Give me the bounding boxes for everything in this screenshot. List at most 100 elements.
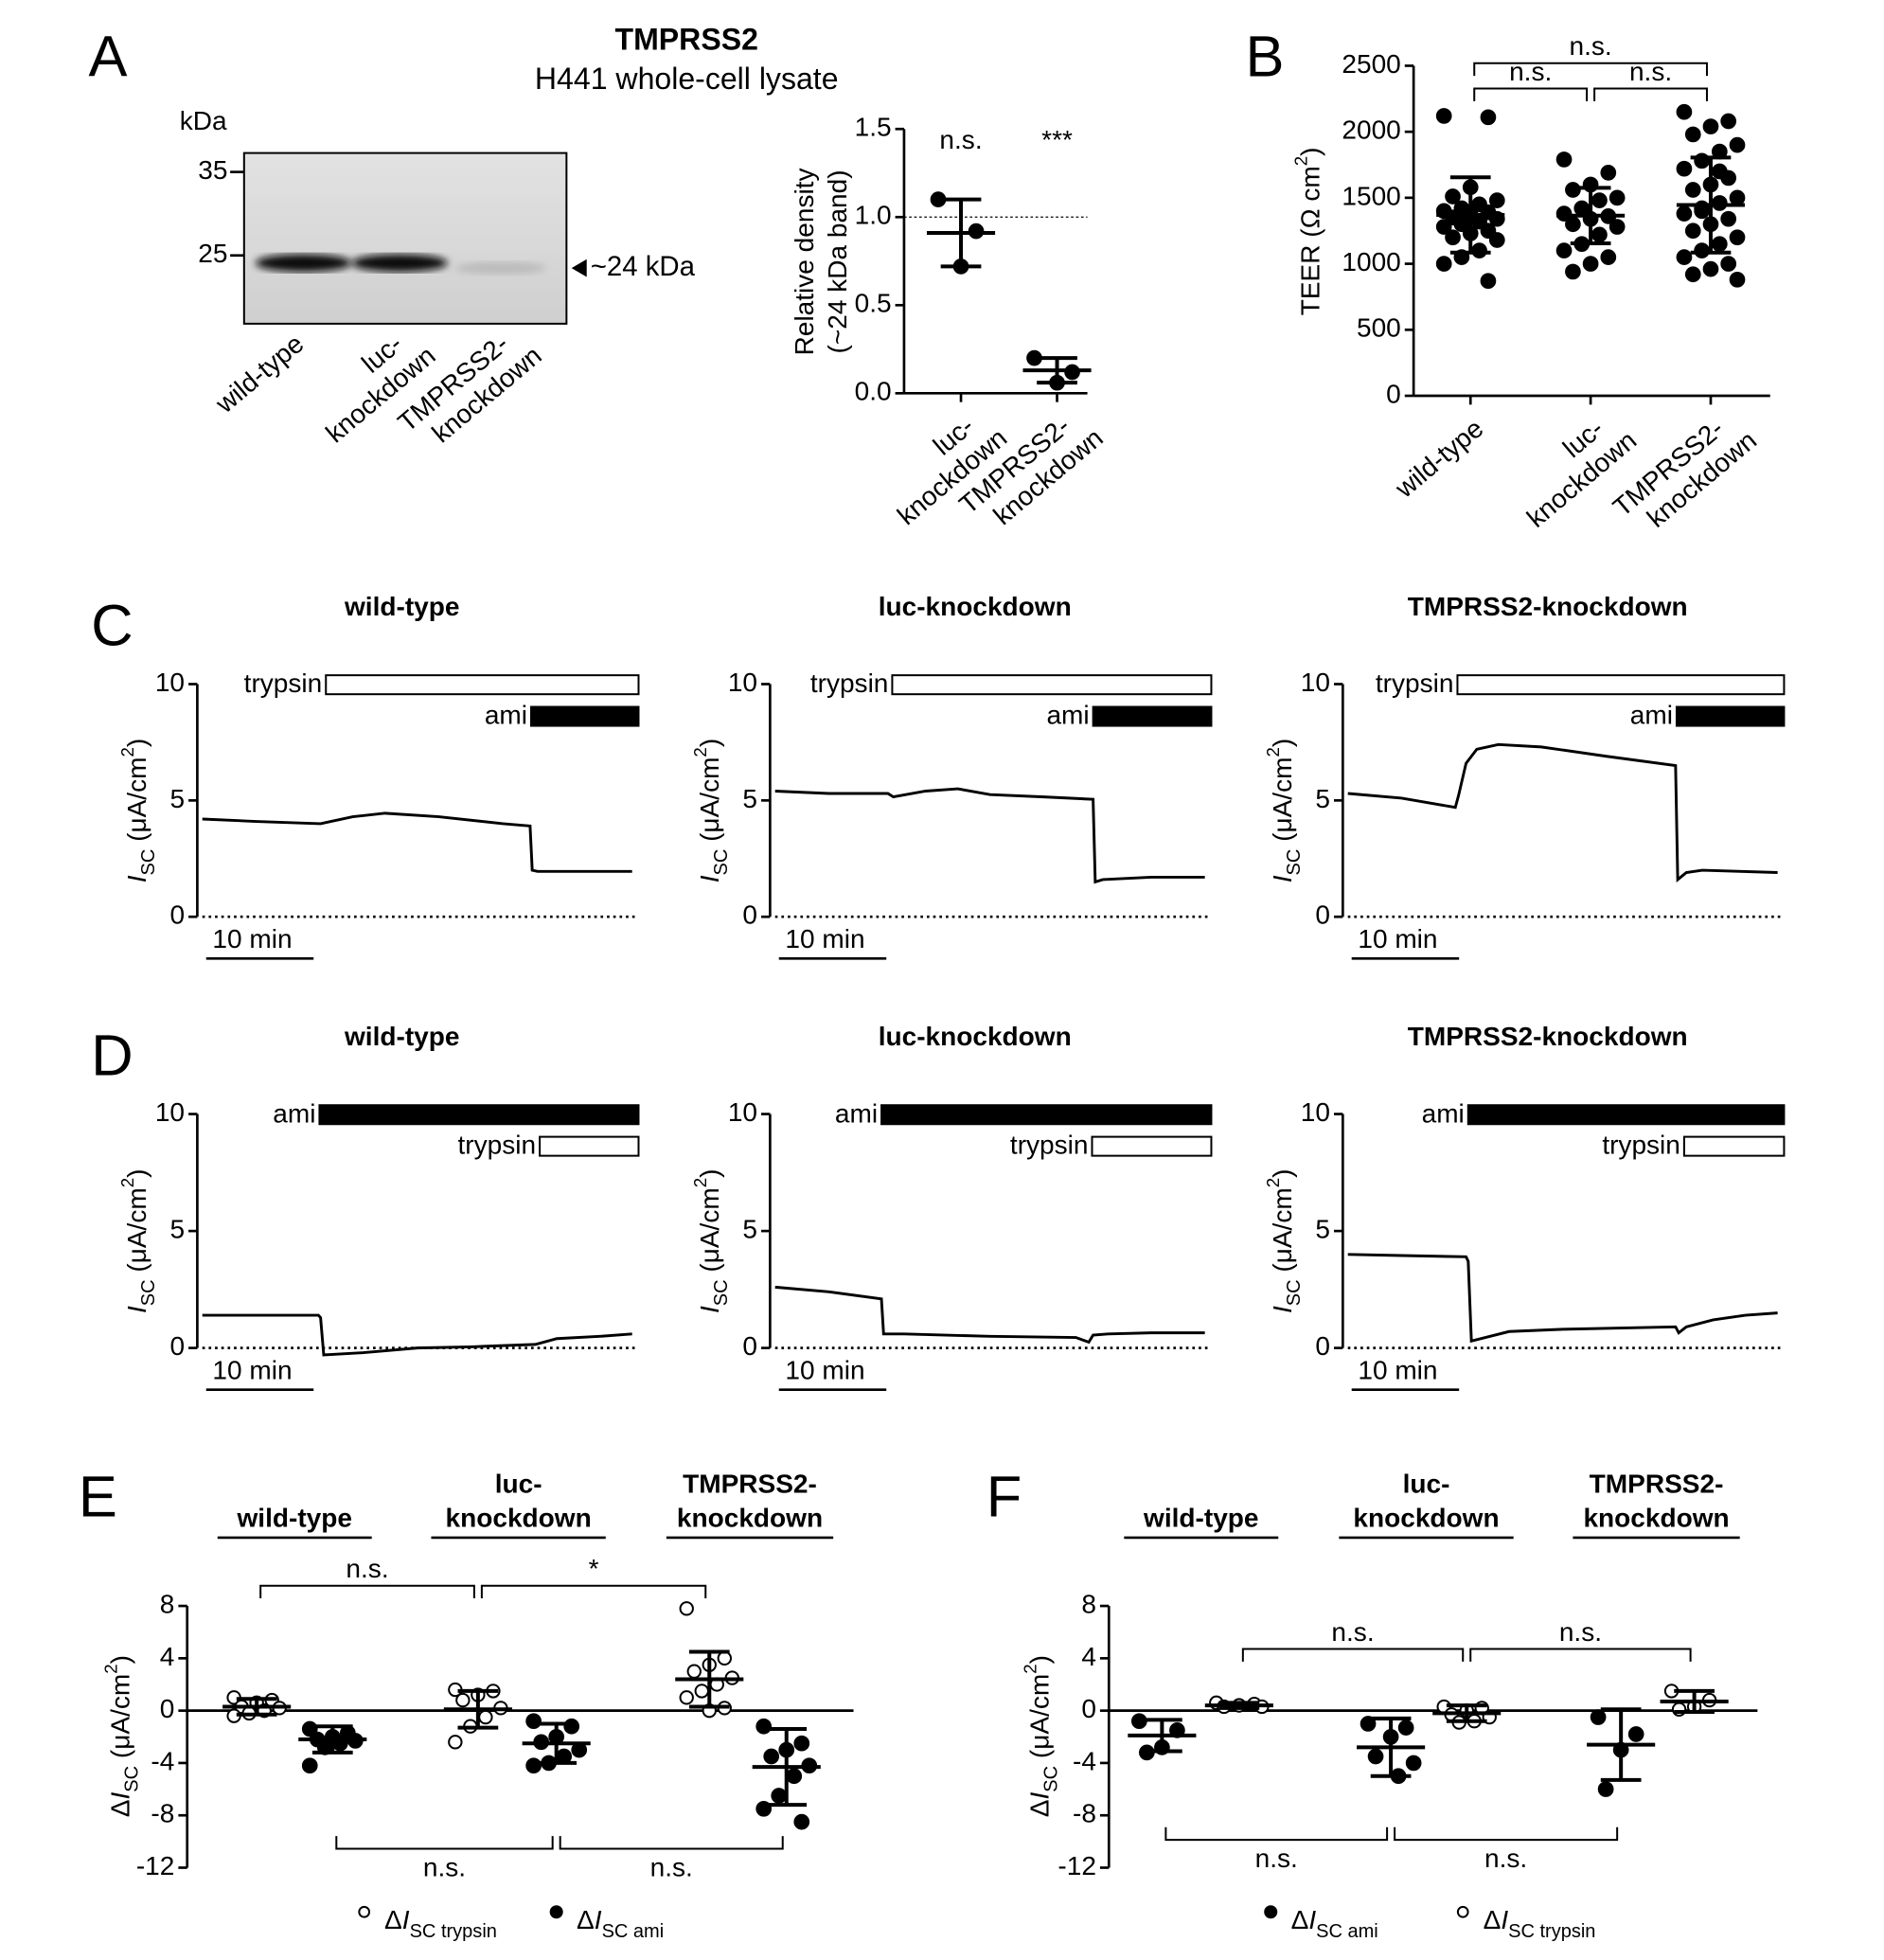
data-point: [1711, 163, 1728, 180]
treatment-label: trypsin: [458, 1131, 537, 1160]
treatment-label: trypsin: [810, 668, 889, 698]
y-tick-label: 0.0: [855, 377, 892, 406]
blot-band: [454, 261, 546, 275]
y-tick-label: 2000: [1342, 116, 1400, 145]
data-point: [755, 1718, 773, 1735]
group-title: wild-type: [1143, 1504, 1258, 1533]
significance-bracket: [1469, 1648, 1692, 1662]
text-part: I: [1308, 1905, 1316, 1934]
legend-label: ΔISC trypsin: [384, 1905, 497, 1942]
chart-title: luc-knockdown: [879, 1022, 1072, 1051]
y-axis-label: ISC (μA/cm2): [690, 739, 732, 882]
scale-bar-label: 10 min: [1358, 924, 1437, 953]
trace: [774, 1285, 1205, 1345]
data-point: [1488, 232, 1505, 248]
y-tick-label: 8: [160, 1589, 175, 1618]
data-point: [1435, 108, 1452, 124]
text-part: (μA/cm: [1025, 1674, 1055, 1766]
bracket-label: n.s.: [423, 1852, 466, 1881]
data-point: [1591, 226, 1608, 243]
text-part: I: [695, 1306, 724, 1313]
data-point: [1720, 256, 1737, 272]
treatment-bar: [1091, 1135, 1213, 1157]
text-part: (μA/cm: [122, 757, 151, 849]
text-part: I: [1025, 1791, 1055, 1799]
marker-label: 35: [198, 155, 227, 185]
text-part: ): [1268, 739, 1297, 747]
lane-label: wild-type: [209, 329, 309, 419]
error-bar: [1142, 1718, 1182, 1754]
data-point: [1720, 113, 1737, 130]
error-bar: [1674, 1688, 1715, 1715]
error-bar: [1446, 1703, 1487, 1723]
text-part: TEER (Ω cm: [1296, 166, 1325, 315]
y-axis-label: ISC (μA/cm2): [1263, 739, 1305, 882]
text-part: I: [122, 1306, 151, 1313]
y-tick-label: 4: [160, 1642, 175, 1671]
chart-title: wild-type: [344, 1022, 459, 1051]
group-title: knockdown: [1353, 1504, 1499, 1533]
text-part: (μA/cm: [1268, 1187, 1297, 1279]
bracket-label: n.s.: [1509, 57, 1552, 86]
bracket-label: *: [589, 1554, 599, 1583]
data-point: [793, 1735, 810, 1752]
y-tick-label: 0: [1315, 1331, 1330, 1361]
text-part: 2: [690, 1178, 710, 1187]
text-part: I: [1268, 875, 1297, 882]
text-part: (μA/cm: [695, 757, 724, 849]
data-point: [1555, 151, 1573, 168]
significance-bracket: [1164, 1826, 1389, 1842]
y-tick-label: 10: [1301, 1097, 1330, 1127]
bracket-label: n.s.: [1629, 57, 1672, 86]
data-point: [694, 1684, 709, 1699]
data-point: [1397, 1719, 1414, 1736]
y-tick-label: 5: [742, 1214, 757, 1243]
panel-label: E: [79, 1464, 117, 1529]
treatment-bar: [1466, 1104, 1786, 1126]
data-point: [1435, 256, 1452, 272]
data-point: [1729, 229, 1746, 246]
data-point: [1684, 266, 1701, 283]
bracket-label: n.s.: [1255, 1844, 1298, 1873]
data-point: [301, 1757, 318, 1774]
data-point: [1597, 1781, 1614, 1797]
legend-label: ΔISC trypsin: [1484, 1905, 1596, 1942]
y-tick-label: 5: [169, 784, 185, 813]
marker-label: 25: [198, 239, 227, 268]
text-part: I: [122, 875, 151, 882]
significance: n.s.: [939, 125, 982, 154]
y-axis-label: ISC (μA/cm2): [117, 1169, 159, 1313]
panel-label: F: [986, 1464, 1022, 1529]
treatment-bar: [529, 705, 640, 727]
y-tick-label: -4: [151, 1746, 174, 1775]
error-bar: [688, 1649, 730, 1709]
group-title: luc-: [1403, 1470, 1450, 1499]
legend-label: ΔISC ami: [1291, 1905, 1378, 1942]
trace: [1347, 1253, 1778, 1344]
text-part: 2: [1291, 156, 1311, 166]
significance-bracket: [1473, 87, 1589, 101]
data-point: [679, 1601, 694, 1616]
scale-bar-label: 10 min: [212, 924, 292, 953]
y-tick-label: 1000: [1342, 247, 1400, 276]
data-point: [1684, 182, 1701, 198]
legend-marker: [358, 1905, 371, 1918]
y-tick-label: 0: [1081, 1694, 1096, 1723]
data-point: [1480, 109, 1497, 126]
y-tick-label: 0: [169, 1331, 185, 1361]
error-bar: [940, 197, 982, 269]
data-point: [1480, 273, 1497, 290]
significance-bracket: [1241, 1648, 1465, 1662]
data-point: [771, 1788, 788, 1804]
bracket-label: n.s.: [650, 1852, 693, 1881]
data-point: [563, 1718, 580, 1735]
y-tick-label: 1.0: [855, 201, 892, 230]
y-tick-label: 0: [1386, 379, 1401, 408]
legend-marker: [1264, 1905, 1278, 1919]
error-bar: [311, 1724, 353, 1755]
data-point: [1676, 205, 1693, 222]
data-point: [1555, 242, 1573, 258]
data-point: [525, 1757, 542, 1774]
text-part: I: [106, 1791, 135, 1799]
text-part: SC trypsin: [1508, 1921, 1595, 1942]
